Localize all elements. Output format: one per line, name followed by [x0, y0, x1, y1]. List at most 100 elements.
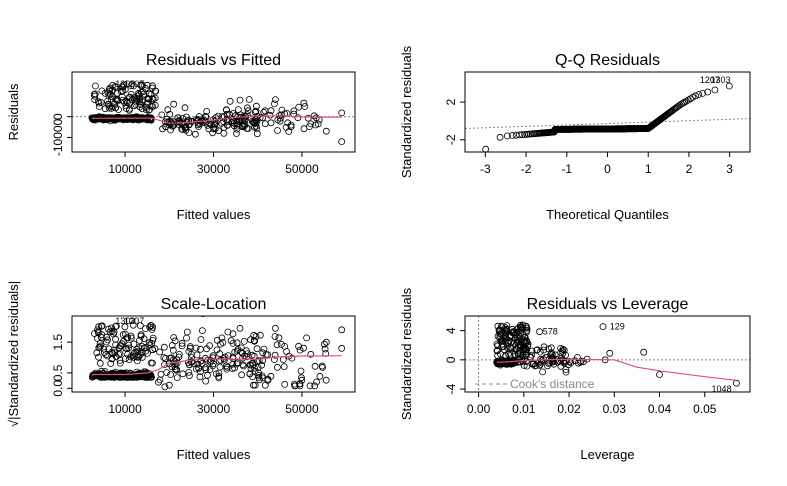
- data-point: [125, 107, 133, 114]
- data-point: [516, 332, 523, 340]
- y-tick-label: 4: [444, 327, 458, 334]
- y-axis-label: √|Standardized residuals|: [6, 281, 21, 427]
- data-point: [127, 91, 135, 98]
- data-point: [510, 329, 517, 337]
- y-tick-label: 0: [51, 113, 65, 120]
- data-point: [320, 340, 328, 348]
- x-tick-label: -2: [521, 162, 532, 176]
- data-point: [239, 354, 247, 362]
- data-point: [193, 351, 201, 359]
- data-point: [127, 82, 135, 89]
- data-point: [670, 106, 678, 113]
- data-point: [338, 344, 346, 352]
- data-point: [511, 353, 519, 360]
- point-label: 1207: [700, 75, 720, 85]
- data-point: [338, 138, 346, 146]
- panel-title: Residuals vs Leverage: [527, 296, 689, 313]
- y-tick-label: -2: [444, 134, 458, 145]
- y-tick-label: 1.5: [51, 333, 65, 350]
- data-point: [232, 130, 240, 137]
- data-point: [311, 382, 319, 390]
- data-point: [264, 375, 272, 383]
- data-point: [185, 347, 193, 355]
- data-point: [173, 374, 181, 382]
- data-point: [297, 367, 305, 375]
- data-point: [205, 125, 213, 133]
- data-point: [200, 316, 206, 317]
- data-point: [528, 351, 536, 359]
- data-point: [566, 358, 573, 365]
- x-tick-label: 50000: [285, 402, 319, 416]
- data-point: [338, 109, 346, 117]
- data-point: [229, 339, 237, 347]
- data-point: [97, 342, 104, 350]
- data-point: [203, 345, 211, 353]
- x-tick-label: 3: [726, 162, 733, 176]
- data-point: [120, 337, 127, 345]
- data-point: [271, 351, 279, 359]
- data-point: [498, 323, 506, 331]
- data-point: [540, 346, 548, 354]
- data-point: [169, 346, 177, 354]
- data-point: [704, 88, 712, 96]
- data-point: [149, 82, 156, 90]
- data-point: [238, 371, 246, 379]
- data-point: [145, 106, 153, 114]
- data-point: [507, 359, 515, 367]
- data-point: [91, 90, 99, 98]
- data-point: [166, 110, 174, 118]
- data-point: [95, 353, 102, 361]
- data-point: [204, 371, 211, 379]
- data-point: [103, 338, 110, 346]
- data-point: [253, 130, 261, 138]
- data-point: [167, 371, 175, 379]
- data-point: [290, 110, 298, 118]
- data-point: [303, 334, 311, 342]
- data-point: [255, 371, 263, 379]
- data-point: [138, 353, 146, 361]
- y-axis-label: Standardized residuals: [399, 287, 414, 420]
- panel-title: Residuals vs Fitted: [146, 52, 281, 69]
- data-point: [497, 329, 505, 337]
- data-point: [142, 343, 150, 351]
- data-point: [296, 380, 304, 388]
- data-point: [174, 114, 182, 121]
- data-point: [248, 117, 256, 125]
- data-point: [127, 332, 135, 340]
- data-point: [523, 338, 531, 346]
- data-point: [97, 333, 105, 341]
- data-point: [156, 376, 164, 384]
- data-point: [191, 130, 199, 138]
- data-point: [679, 99, 687, 107]
- data-point: [131, 102, 138, 110]
- point-label: 1303: [711, 75, 731, 85]
- data-point: [211, 120, 219, 128]
- data-point: [179, 370, 187, 378]
- data-point: [222, 106, 230, 114]
- data-point: [202, 377, 210, 385]
- data-point: [98, 322, 105, 330]
- point-label: 1048: [712, 384, 732, 394]
- data-point: [560, 346, 568, 354]
- data-point: [104, 352, 111, 360]
- data-point: [212, 370, 220, 378]
- data-point: [158, 111, 166, 119]
- data-point: [521, 355, 528, 363]
- data-point: [135, 353, 143, 361]
- data-point: [144, 99, 152, 107]
- y-tick-label: -10000: [51, 118, 65, 156]
- data-point: [692, 92, 699, 100]
- data-point: [113, 96, 121, 103]
- y-tick-label: 0: [444, 356, 458, 363]
- data-point: [136, 336, 143, 344]
- data-point: [219, 339, 227, 346]
- data-point: [281, 380, 289, 388]
- data-point: [121, 99, 128, 106]
- data-point: [175, 350, 183, 358]
- data-point: [209, 360, 217, 368]
- data-point: [255, 357, 263, 365]
- data-point: [148, 339, 156, 347]
- data-point: [113, 322, 120, 330]
- data-point: [216, 350, 224, 358]
- data-point: [574, 353, 581, 361]
